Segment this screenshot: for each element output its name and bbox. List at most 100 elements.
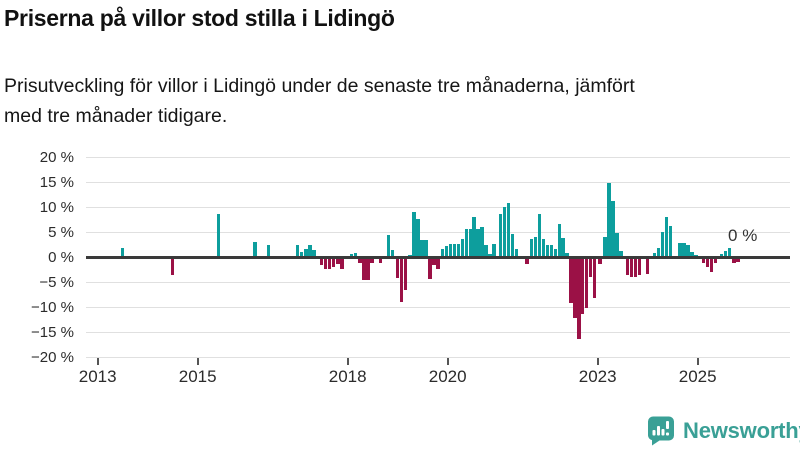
x-axis-tick [346,357,349,365]
bar [506,202,511,258]
zero-axis-line [86,256,790,259]
bar [611,201,615,258]
gridline [86,207,790,208]
bar [664,216,669,258]
x-axis-tick [696,357,699,365]
bar [565,252,569,258]
bar [598,257,602,264]
bar [668,226,673,258]
bar [732,257,736,263]
y-axis-label: 20 % [39,149,74,166]
bar [253,241,257,258]
bar [464,228,469,258]
bar [713,257,718,263]
newsworthy-logo: Newsworthy [646,415,800,446]
y-axis-label: 5 % [48,224,74,241]
bar [690,252,694,258]
bar [440,248,445,258]
gridline [86,357,790,358]
bar [592,257,597,298]
subtitle: Prisutveckling för villor i Lidingö unde… [4,75,635,128]
bar [216,213,221,258]
bar [652,252,657,258]
bar [480,227,484,258]
bar [660,232,665,258]
bar [484,245,488,258]
x-axis-label: 2015 [178,367,217,386]
bar [170,257,175,275]
bar [319,257,324,265]
gridline [86,332,790,333]
x-axis-label: 2018 [328,367,367,386]
bar [353,253,358,258]
bar [615,232,619,258]
bar [460,238,465,258]
bar [295,245,300,258]
bar [549,244,554,258]
bar [561,238,565,258]
bar [456,243,461,258]
bar [349,254,354,258]
bar [336,257,340,264]
x-axis-label: 2023 [578,367,617,386]
bar [327,257,332,269]
bar [727,248,732,258]
gridline [86,282,790,283]
bar [308,244,312,258]
x-axis-label: 2025 [678,367,717,386]
bar [625,257,630,275]
bar [416,218,420,258]
bar [299,252,304,258]
gridline [86,232,790,233]
y-axis-label: 15 % [39,174,74,191]
gridline [86,182,790,183]
y-axis-label: 10 % [39,199,74,216]
bar [386,234,391,258]
bar [420,239,424,258]
bar [323,257,328,269]
bar [645,257,650,274]
bar [510,233,515,258]
bar [701,257,706,263]
newsworthy-logo-icon [648,416,674,446]
gridline [86,157,790,158]
y-axis-label: −20 % [31,349,74,366]
bar [619,251,623,258]
x-axis-tick [196,357,199,365]
bar [678,242,682,258]
bar [545,244,550,258]
bar [488,253,492,258]
headline: Priserna på villor stod stilla i Lidingö [4,5,395,31]
bar [573,257,577,318]
bar [370,257,374,263]
bar [403,257,408,290]
x-axis-tick [596,357,599,365]
bar [525,257,529,264]
last-value-label: 0 % [728,226,758,245]
bar [603,236,607,258]
bar [492,244,496,258]
bar [395,257,400,278]
x-axis-label: 2013 [78,367,117,386]
bar [580,257,585,314]
x-axis-tick [446,357,449,365]
bar [709,257,714,272]
bar [633,257,638,277]
bar [358,257,362,263]
bar [366,257,370,280]
bar [537,213,542,258]
bar [637,257,642,275]
bar [686,244,690,258]
bar [452,243,457,258]
bar [432,257,436,265]
bar [607,182,611,258]
x-axis-label: 2020 [428,367,467,386]
bar [682,242,686,258]
bar [444,246,449,258]
bar [694,254,698,258]
x-axis-tick [96,357,99,365]
bar [533,236,538,258]
bar [705,257,710,267]
newsworthy-logo-text: Newsworthy [683,417,800,443]
